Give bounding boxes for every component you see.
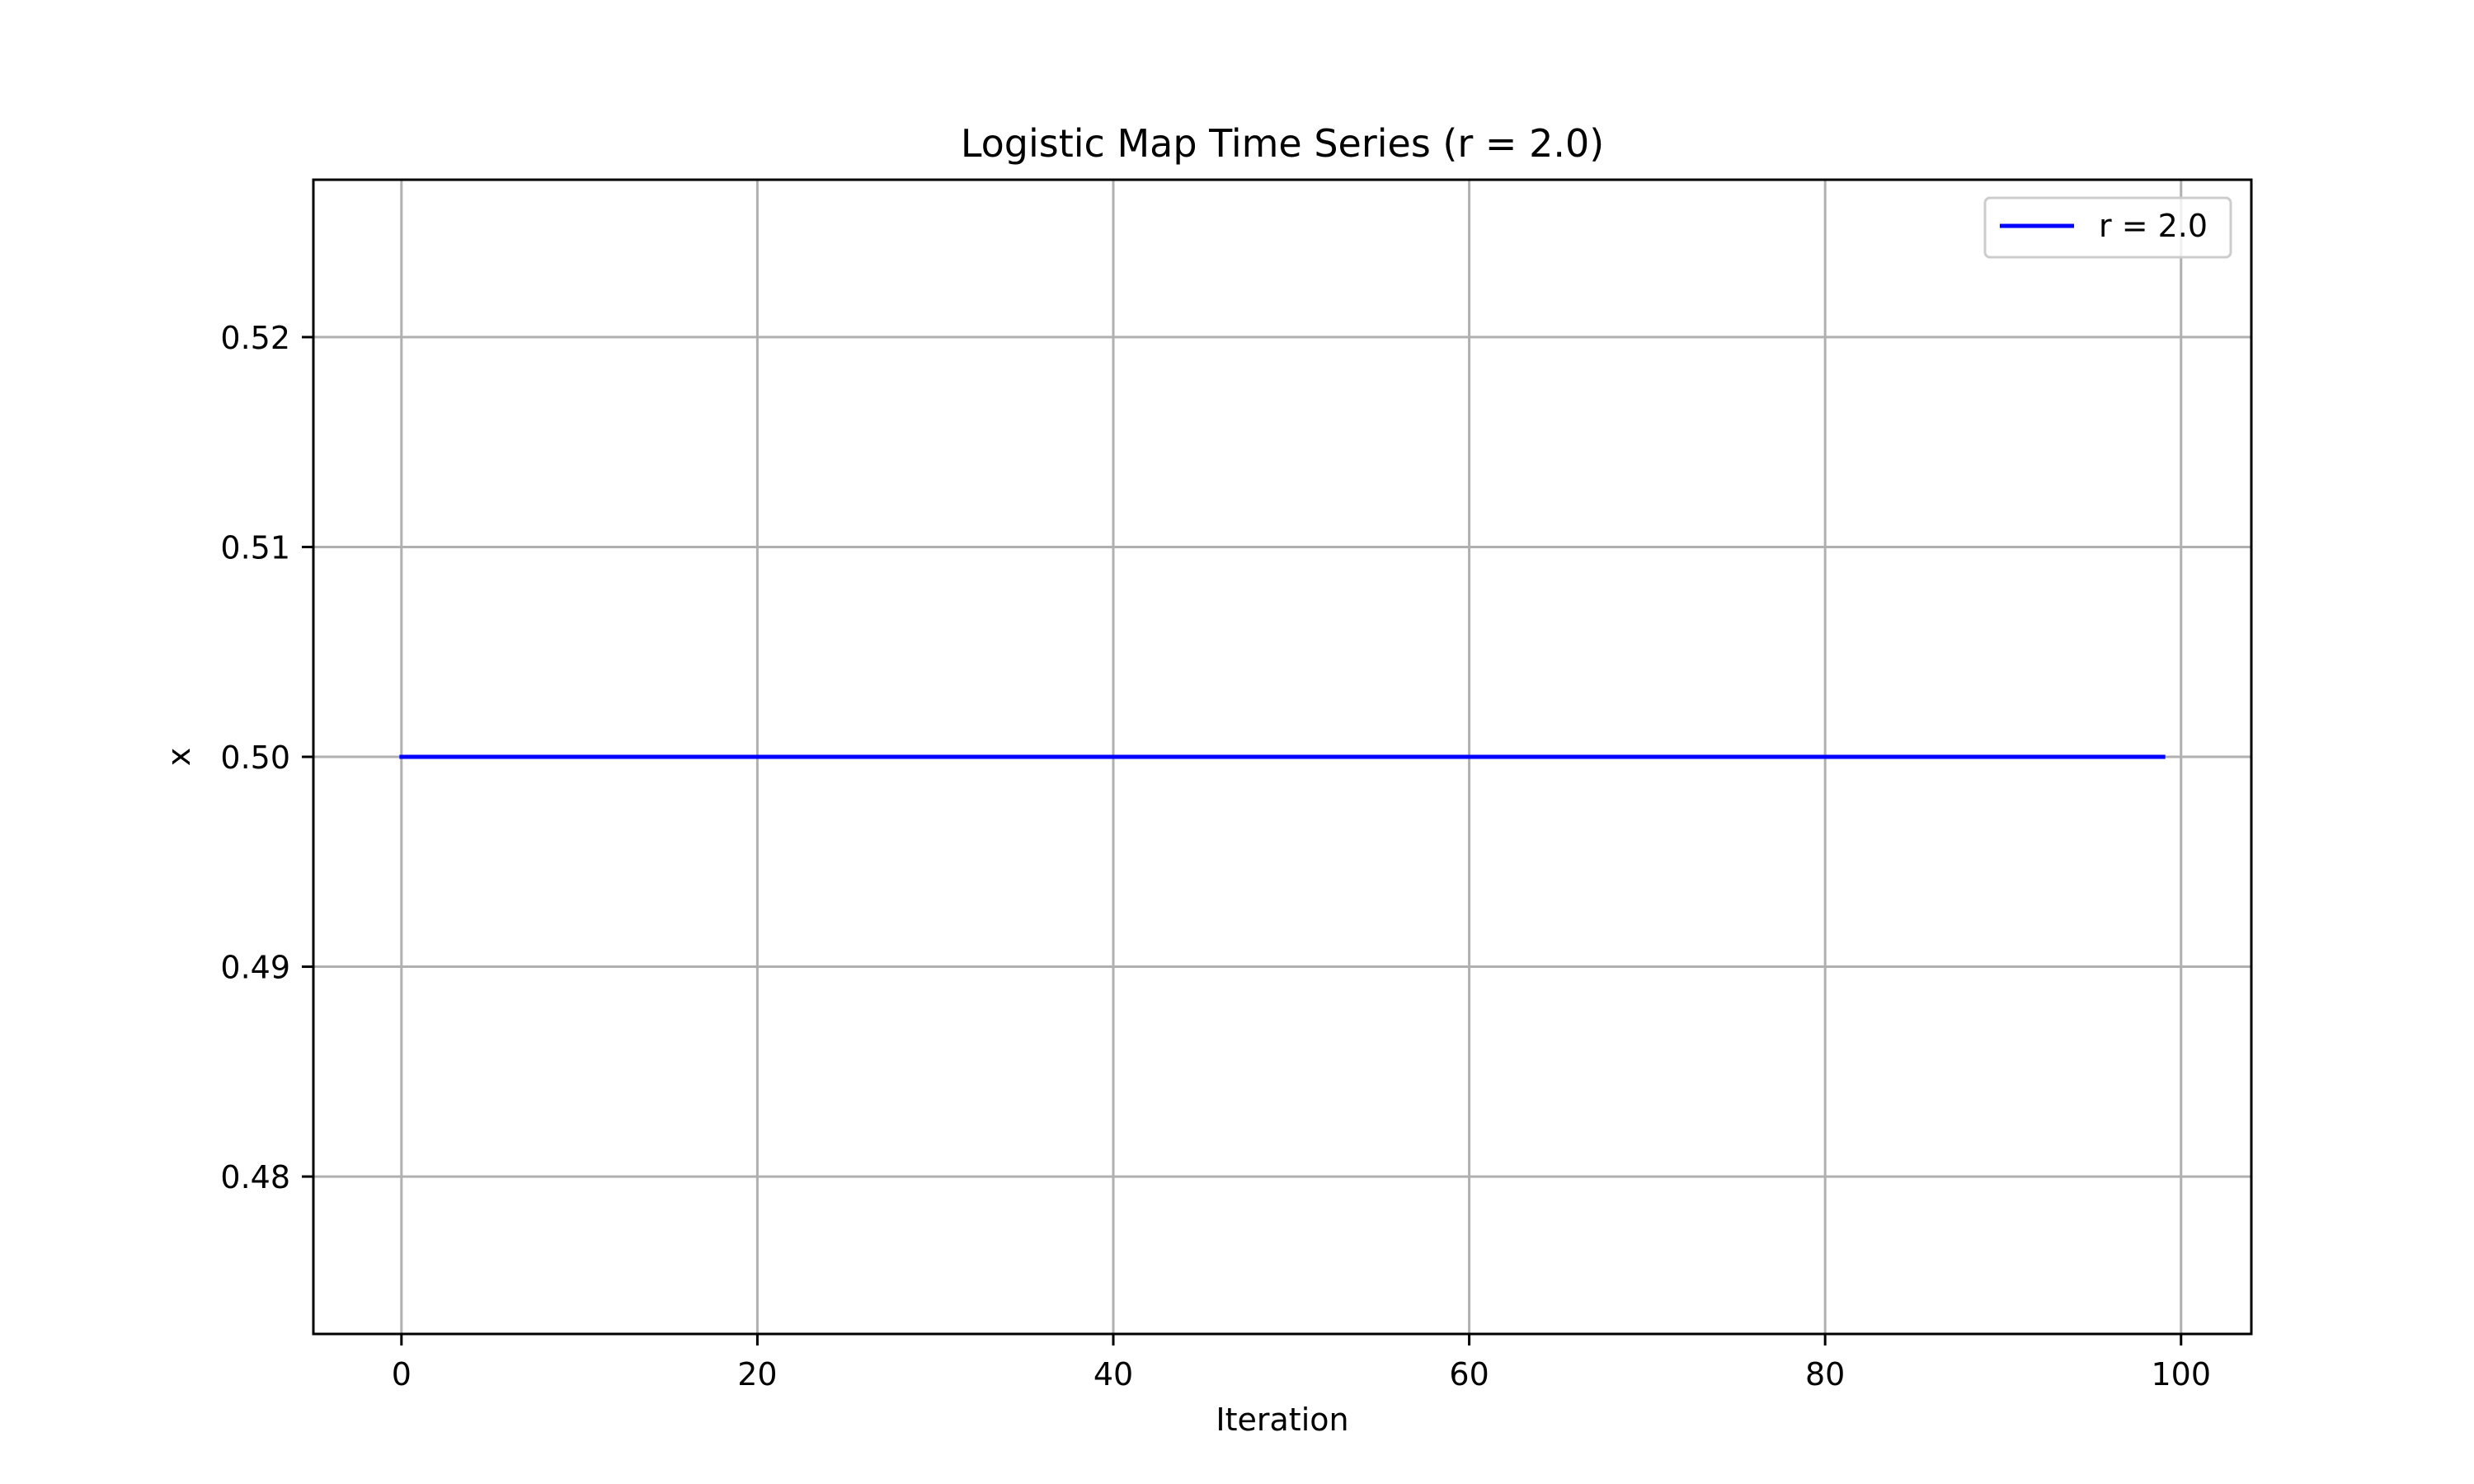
y-tick-label: 0.50	[220, 740, 290, 776]
legend-label-r-2-0: r = 2.0	[2099, 208, 2208, 244]
x-tick-label: 100	[2151, 1356, 2211, 1392]
y-tick-label: 0.49	[220, 950, 290, 986]
x-tick-label: 80	[1805, 1356, 1845, 1392]
y-tick-label: 0.52	[220, 320, 290, 356]
y-axis-label: x	[161, 748, 197, 767]
x-tick-label: 20	[737, 1356, 777, 1392]
legend: r = 2.0	[1983, 196, 2232, 259]
legend-box	[1983, 196, 2232, 259]
y-tick-label: 0.51	[220, 529, 290, 566]
y-axis-ticks: 0.48 0.49 0.50 0.51 0.52	[220, 320, 313, 1195]
x-tick-label: 0	[392, 1356, 412, 1392]
y-tick-label: 0.48	[220, 1159, 290, 1195]
x-axis-ticks: 0 20 40 60 80 100	[392, 1334, 2211, 1392]
x-tick-label: 60	[1449, 1356, 1489, 1392]
x-axis-label: Iteration	[1216, 1402, 1348, 1438]
chart-title: Logistic Map Time Series (r = 2.0)	[961, 121, 1604, 166]
x-tick-label: 40	[1094, 1356, 1133, 1392]
